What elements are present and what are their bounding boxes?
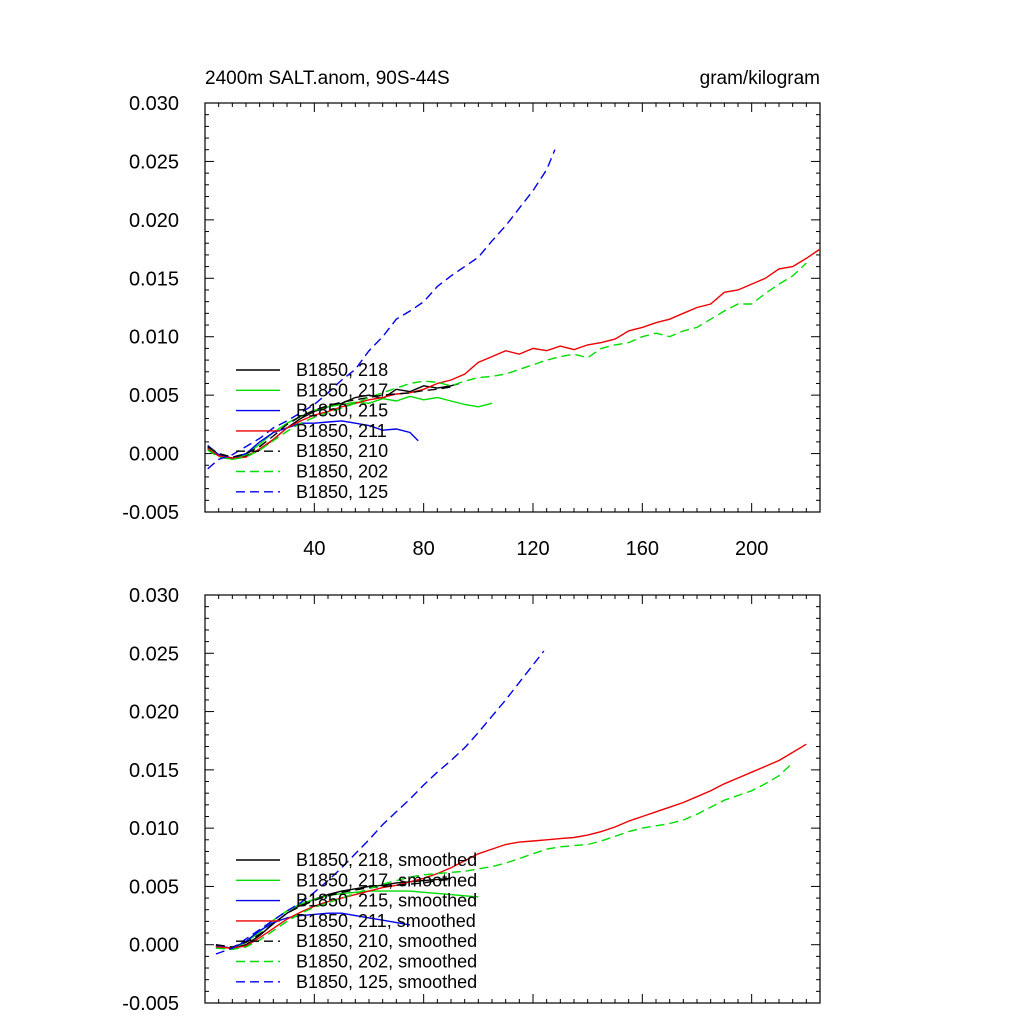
series-line-3: [215, 912, 411, 949]
y-tick-label: 0.030: [129, 93, 179, 115]
plot-frame: [204, 594, 821, 1004]
x-tick-label: 40: [303, 538, 325, 560]
series-line-4: [207, 248, 820, 459]
x-tick-label: 200: [735, 538, 768, 560]
legend-label: B1850, 218: [296, 360, 388, 380]
y-tick-label: 0.010: [129, 818, 179, 840]
series-line-4: [215, 743, 807, 949]
series-line-6: [215, 762, 794, 951]
x-tick-label: 80: [413, 538, 435, 560]
y-tick-label: 0.025: [129, 151, 179, 173]
legend-label: B1850, 211: [296, 421, 387, 441]
legend-label: B1850, 202: [296, 462, 388, 482]
bottom-panel: -0.005 0.000 0.005 0.010 0.015 0.020 0.025 0.03…: [122, 585, 821, 1015]
legend-label: B1850, 217: [296, 380, 388, 400]
y-tick-label: -0.005: [122, 502, 179, 524]
y-tick-label: -0.005: [122, 993, 179, 1015]
series-line-7: [207, 149, 556, 470]
legend-label: B1850, 125: [296, 482, 388, 502]
legend-label: B1850, 210: [296, 441, 388, 461]
units-label: gram/kilogram: [700, 68, 820, 89]
y-tick-label: 0.015: [129, 268, 179, 290]
legend-label: B1850, 125, smoothed: [296, 972, 477, 992]
x-tick-label: 120: [516, 538, 549, 560]
legend-label: B1850, 211, smoothed: [296, 911, 476, 931]
y-tick-label: 0.020: [129, 210, 179, 232]
series-group: [207, 149, 820, 470]
legend-label: B1850, 202, smoothed: [296, 952, 477, 972]
y-tick-label: 0.005: [129, 876, 179, 898]
y-tick-label: 0.010: [129, 327, 179, 349]
y-tick-label: 0.030: [129, 585, 179, 607]
top-panel: -0.005 0.000 0.005 0.010 0.015 0.020 0.025 0.03…: [122, 68, 821, 560]
legend-label: B1850, 218, smoothed: [296, 850, 477, 870]
y-tick-label: 0.015: [129, 760, 179, 782]
plot-frame: [204, 102, 821, 513]
legend-label: B1850, 210, smoothed: [296, 931, 477, 951]
y-tick-label: 0.000: [129, 444, 179, 466]
series-group: [215, 650, 807, 955]
legend-label: B1850, 215: [296, 401, 388, 421]
y-tick-label: 0.005: [129, 385, 179, 407]
legend-label: B1850, 217, smoothed: [296, 870, 477, 890]
series-line-5: [215, 878, 452, 948]
series-line-7: [215, 650, 545, 955]
legend-label: B1850, 215, smoothed: [296, 891, 477, 911]
y-tick-label: 0.025: [129, 643, 179, 665]
x-tick-label: 160: [626, 538, 659, 560]
y-tick-label: 0.000: [129, 935, 179, 957]
y-tick-label: 0.020: [129, 702, 179, 724]
chart-title: 2400m SALT.anom, 90S-44S: [205, 68, 450, 89]
